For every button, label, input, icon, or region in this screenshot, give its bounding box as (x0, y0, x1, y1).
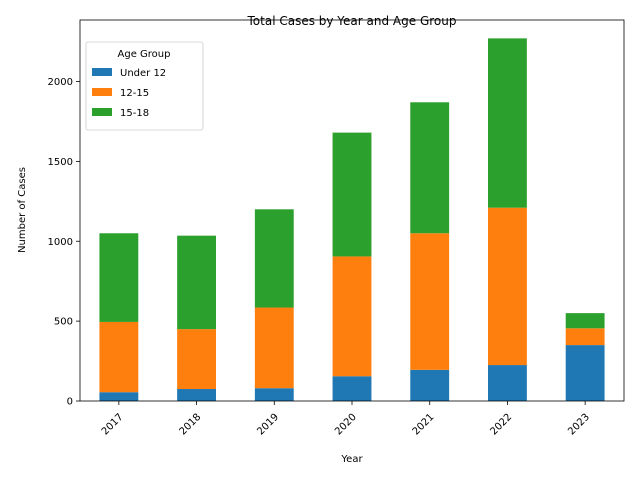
bar-2023-under-12 (565, 345, 605, 401)
y-tick-label: 1000 (48, 237, 73, 248)
bar-2020-15-18 (332, 132, 372, 257)
x-tick-label: 2018 (178, 412, 204, 438)
bar-2018-15-18 (177, 235, 216, 330)
bar-2021-15-18 (410, 102, 450, 234)
bar-2023-12-15 (565, 328, 605, 346)
bar-2022-under-12 (488, 365, 527, 401)
bar-2023-15-18 (565, 313, 605, 329)
bar-2021-under-12 (410, 369, 450, 401)
x-tick-label: 2021 (411, 412, 437, 438)
legend-label: 12-15 (120, 88, 149, 99)
x-ticks-group: 2017 2018 2019 2020 2021 2022 2023 (100, 401, 592, 437)
bar-2019-12-15 (254, 307, 294, 389)
bar-2021-12-15 (410, 233, 450, 370)
legend-label: 15-18 (120, 108, 149, 119)
y-tick-label: 1500 (48, 157, 73, 168)
bars-group (99, 38, 605, 401)
bar-2020-under-12 (332, 376, 372, 401)
legend-title: Age Group (118, 49, 171, 60)
bar-2017-12-15 (99, 321, 139, 393)
x-tick-label: 2017 (100, 412, 126, 438)
bar-2020-12-15 (332, 256, 372, 377)
legend-swatch (92, 68, 112, 76)
chart-title: Total Cases by Year and Age Group (247, 14, 457, 28)
bar-2018-under-12 (177, 389, 216, 401)
y-tick-label: 2000 (48, 77, 73, 88)
y-axis-label: Number of Cases (17, 167, 28, 253)
x-axis-label: Year (340, 454, 363, 465)
legend: Age Group Under 12 12-15 15-18 (85, 41, 204, 131)
bar-2019-15-18 (254, 209, 294, 308)
bar-2022-15-18 (488, 38, 527, 208)
legend-box (85, 41, 204, 131)
y-tick-label: 0 (67, 397, 73, 408)
bar-2017-under-12 (99, 392, 139, 401)
bar-2022-12-15 (488, 207, 527, 366)
legend-label: Under 12 (120, 68, 166, 79)
x-tick-label: 2019 (255, 412, 281, 438)
x-tick-label: 2022 (488, 412, 514, 438)
bar-2018-12-15 (177, 329, 216, 390)
y-ticks-group: 0 500 1000 1500 2000 (48, 77, 80, 408)
legend-swatch (92, 108, 112, 116)
plot-frame (79, 19, 625, 402)
y-tick-label: 500 (54, 317, 73, 328)
bar-2017-15-18 (99, 233, 139, 322)
legend-swatch (92, 88, 112, 96)
x-tick-label: 2020 (333, 412, 359, 438)
bar-2019-under-12 (254, 388, 294, 401)
x-tick-label: 2023 (566, 412, 592, 438)
